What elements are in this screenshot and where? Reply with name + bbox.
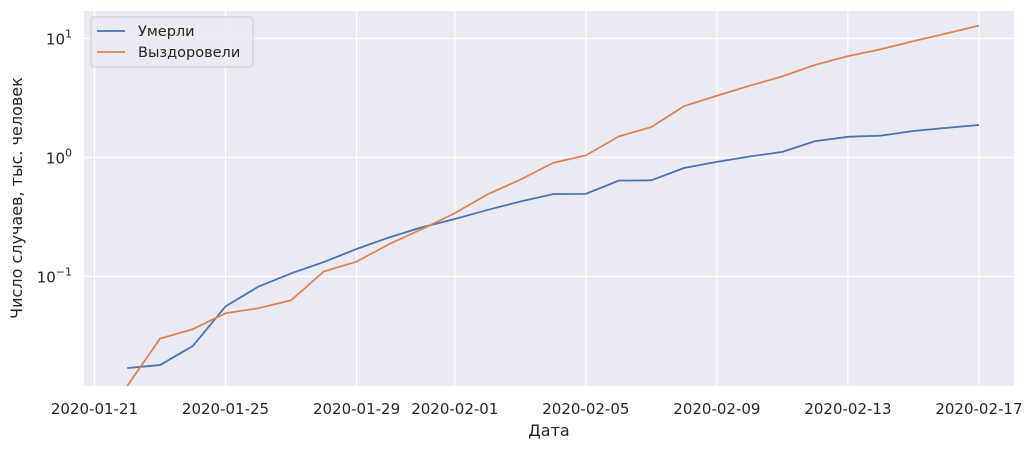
legend-label-recovered: Выздоровели: [138, 45, 240, 61]
legend-box: [90, 16, 254, 68]
y-tick-label-1: 100: [46, 146, 72, 167]
x-tick-label-5: 2020-02-09: [673, 400, 760, 418]
x-axis-label: Дата: [528, 421, 569, 440]
x-tick-label-6: 2020-02-13: [804, 400, 891, 418]
x-tick-label-7: 2020-02-17: [935, 400, 1022, 418]
x-tick-label-0: 2020-01-21: [51, 400, 138, 418]
legend: Умерли Выздоровели: [90, 16, 254, 68]
legend-label-deaths: Умерли: [138, 24, 195, 40]
series-lines: [126, 24, 980, 387]
plot-background: [84, 11, 1014, 386]
x-tick-label-2: 2020-01-29: [313, 400, 400, 418]
series-line-1: [126, 24, 980, 387]
x-tick-labels: 2020-01-21 2020-01-25 2020-01-29 2020-02-01…: [51, 400, 1023, 418]
y-tick-labels: 10−1 100 101: [37, 27, 72, 286]
x-tick-label-3: 2020-02-01: [411, 400, 498, 418]
series-line-0: [127, 124, 980, 369]
y-tick-label-0: 10−1: [37, 265, 72, 286]
y-axis-label: Число случаев, тыс. человек: [7, 77, 26, 319]
x-tick-label-1: 2020-01-25: [182, 400, 269, 418]
y-tick-label-2: 101: [46, 27, 72, 48]
x-tick-label-4: 2020-02-05: [542, 400, 629, 418]
